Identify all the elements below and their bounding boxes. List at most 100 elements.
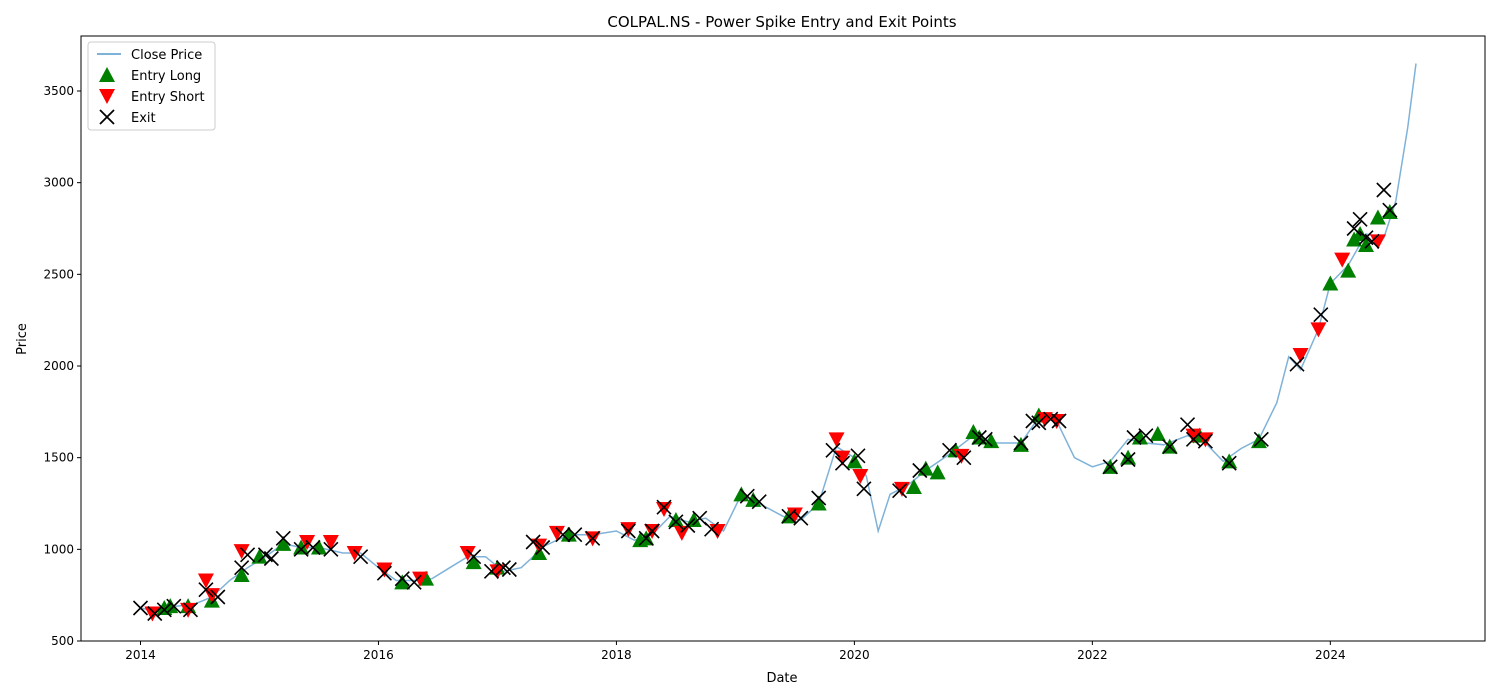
exit-marker <box>1197 433 1213 449</box>
entry-long-marker <box>1149 425 1166 441</box>
legend-exit-swatch <box>99 109 115 125</box>
exit-marker <box>620 523 636 539</box>
exit-marker <box>555 527 571 543</box>
x-tick-label: 2024 <box>1315 648 1346 662</box>
exit-marker <box>1221 455 1237 471</box>
entry-long-marker <box>810 495 827 511</box>
legend: Close Price Entry Long Entry Short Exit <box>87 41 216 131</box>
exit-marker <box>1138 428 1154 444</box>
exit-marker <box>156 602 172 618</box>
x-tick-label: 2020 <box>839 648 870 662</box>
entry-long-marker <box>233 567 250 582</box>
exit-marker <box>234 560 250 576</box>
x-tick-label: 2022 <box>1077 648 1108 662</box>
exit-marker <box>971 429 987 446</box>
exit-marker <box>1013 435 1029 451</box>
exit-marker <box>323 541 339 557</box>
series-layer <box>132 63 1417 622</box>
exit-marker <box>198 582 214 598</box>
entry-short-marker <box>197 573 214 589</box>
legend-short-label: Entry Short <box>131 90 205 105</box>
exit-marker <box>1346 220 1362 237</box>
entry-long-marker <box>1340 262 1357 278</box>
exit-marker <box>892 483 908 499</box>
legend-exit-label: Exit <box>131 111 156 126</box>
exit-marker <box>1376 182 1392 198</box>
exit-marker <box>483 563 500 579</box>
entry-short-marker <box>376 562 393 578</box>
entry-short-marker <box>656 502 673 517</box>
exit-marker <box>739 488 755 504</box>
entry-short-marker <box>322 535 339 550</box>
entry-short-marker <box>412 571 429 587</box>
entry-long-marker <box>1358 237 1375 252</box>
exit-marker <box>525 534 541 550</box>
exit-marker <box>1253 431 1269 447</box>
legend-long-label: Entry Long <box>131 69 201 84</box>
exit-marker <box>1364 233 1380 249</box>
entry-short-marker <box>1369 234 1386 250</box>
exit-marker <box>793 510 809 526</box>
exit-marker <box>638 530 654 546</box>
exit-marker <box>1025 413 1041 429</box>
entry-long-marker <box>1221 453 1238 469</box>
exit-marker <box>1051 413 1067 429</box>
chart-title: COLPAL.NS - Power Spike Entry and Exit P… <box>607 13 956 31</box>
exit-marker <box>704 521 720 537</box>
exit-marker <box>1031 415 1047 431</box>
entry-short-marker <box>180 602 197 618</box>
y-axis-label: Price <box>15 323 30 355</box>
exit-marker <box>912 462 928 479</box>
plot-frame <box>80 35 1486 642</box>
legend-short-swatch <box>99 89 115 104</box>
exit-marker <box>305 539 321 556</box>
exit-marker <box>1179 417 1196 433</box>
exit-marker <box>585 530 601 546</box>
exit-marker <box>977 431 993 447</box>
exit-marker <box>850 448 866 464</box>
exit-marker <box>1120 451 1136 468</box>
exit-marker <box>656 499 672 515</box>
entry-long-marker <box>394 574 411 590</box>
entry-long-marker <box>667 512 684 527</box>
x-tick-label: 2016 <box>363 648 394 662</box>
legend-long-swatch <box>99 67 115 82</box>
exit-marker <box>1289 356 1305 372</box>
exit-marker <box>856 481 872 497</box>
entry-long-marker <box>1369 209 1386 225</box>
exit-marker <box>466 549 482 565</box>
x-tick-label: 2018 <box>601 648 632 662</box>
exit-marker <box>1382 202 1398 218</box>
entry-long-marker <box>1120 449 1137 465</box>
entry-short-marker <box>144 606 161 622</box>
entry-short-marker <box>233 544 250 560</box>
entry-long-marker <box>251 548 268 564</box>
exit-marker <box>394 571 410 587</box>
plot-area <box>81 36 1485 641</box>
entry-long-marker <box>162 598 179 614</box>
exit-marker <box>1102 459 1118 475</box>
exit-marker <box>1162 439 1178 455</box>
y-tick-label: 1500 <box>43 451 74 465</box>
exit-marker <box>680 517 696 534</box>
entry-long-marker <box>846 453 863 469</box>
entry-short-marker <box>834 450 851 466</box>
exit-marker <box>353 549 369 565</box>
exit-marker <box>166 598 182 614</box>
exit-marker <box>132 600 149 616</box>
entry-long-marker <box>983 433 1000 449</box>
entry-short-marker <box>1036 412 1053 428</box>
exit-marker <box>535 539 551 556</box>
exit-marker <box>210 589 226 605</box>
entry-short-marker <box>346 546 363 561</box>
entry-short-marker <box>531 538 548 554</box>
y-tick-label: 1000 <box>43 542 74 556</box>
entry-short-marker <box>1292 348 1309 363</box>
entry-short-marker <box>459 546 476 561</box>
exit-marker <box>376 565 392 581</box>
exit-marker <box>834 455 851 471</box>
entry-short-marker <box>548 525 565 541</box>
exit-marker <box>495 560 511 576</box>
y-axis: 500 1000 1500 2000 2500 3000 3500 <box>43 84 81 648</box>
